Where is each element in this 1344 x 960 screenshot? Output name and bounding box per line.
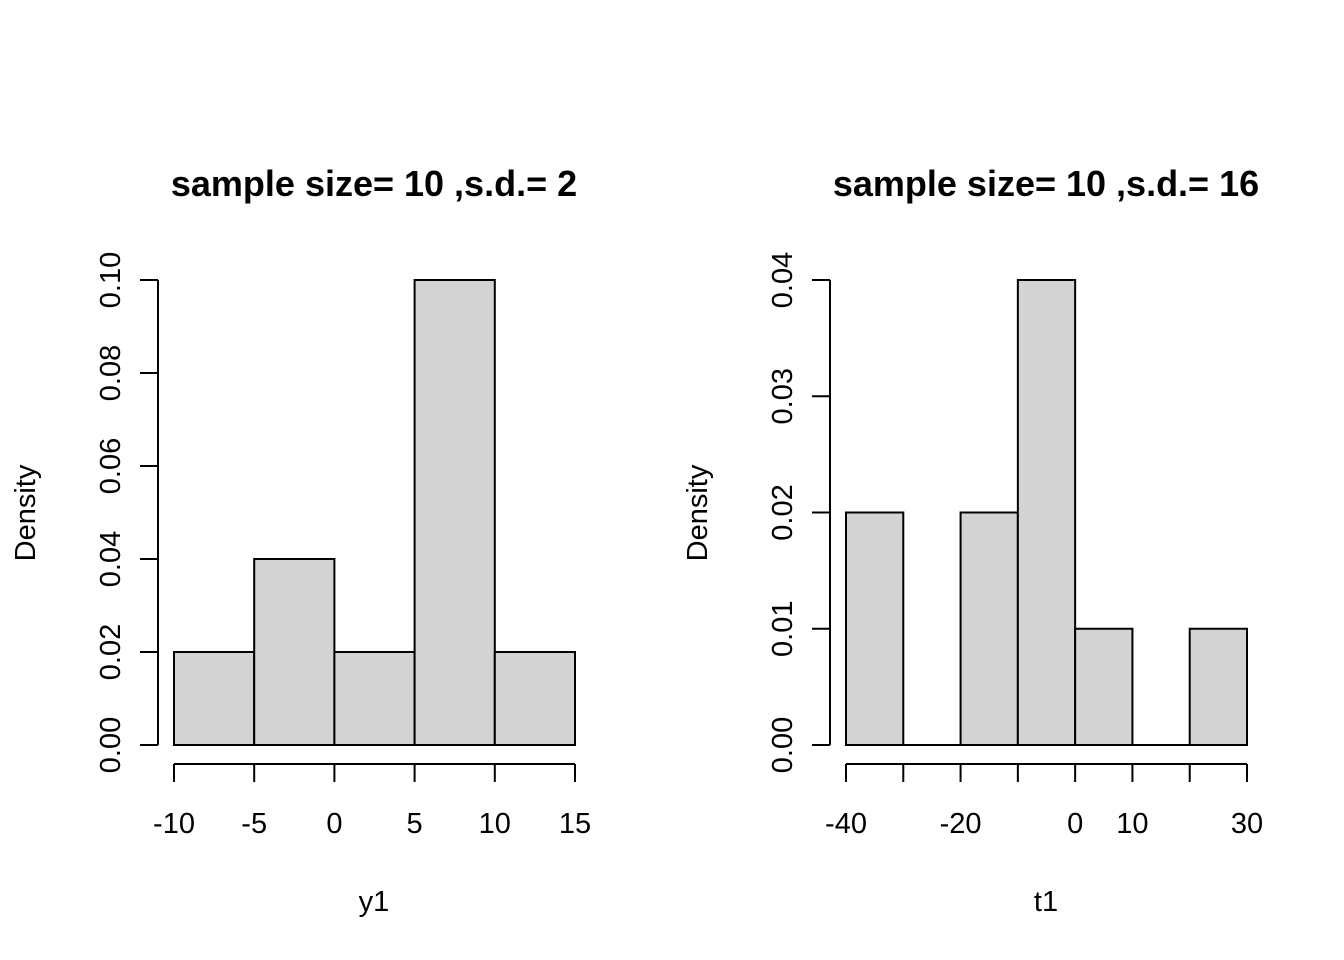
- histogram-bars: [845, 279, 1248, 746]
- y-axis: 0.00 0.01 0.02 0.03 0.04: [767, 252, 831, 773]
- y-tick-label: 0.04: [95, 531, 127, 587]
- y-tick-label: 0.03: [767, 368, 799, 424]
- y-tick-label: 0.04: [767, 252, 799, 308]
- x-axis-label: t1: [1034, 886, 1058, 918]
- x-axis: -10 -5 0 5 10 15: [153, 763, 591, 840]
- histogram-bar: [333, 651, 416, 746]
- x-tick-label: -10: [153, 808, 195, 840]
- x-tick-label: 15: [559, 808, 591, 840]
- y-axis: 0.00 0.02 0.04 0.06 0.08 0.10: [95, 252, 159, 773]
- y-axis-label: Density: [10, 464, 42, 561]
- histogram-bars: [173, 279, 576, 746]
- x-axis-label: y1: [359, 886, 390, 918]
- x-tick-label: -20: [940, 808, 982, 840]
- histogram-bar: [1074, 627, 1134, 746]
- x-tick-label: 10: [479, 808, 511, 840]
- histogram-panel-t1: sample size= 10 ,s.d.= 16 t1 Density -40…: [682, 163, 1263, 918]
- histogram-bar: [413, 279, 496, 746]
- x-tick-label: 0: [326, 808, 342, 840]
- x-tick-label: -40: [825, 808, 867, 840]
- histogram-bar: [959, 511, 1019, 746]
- x-tick-label: -5: [241, 808, 267, 840]
- histogram-bar: [173, 651, 256, 746]
- histogram-bar: [1188, 627, 1248, 746]
- y-tick-label: 0.10: [95, 252, 127, 308]
- panel-title: sample size= 10 ,s.d.= 2: [171, 163, 577, 204]
- y-tick-label: 0.02: [95, 624, 127, 680]
- histogram-bar: [493, 651, 576, 746]
- y-tick-label: 0.00: [95, 717, 127, 773]
- y-tick-label: 0.06: [95, 438, 127, 494]
- x-tick-label: 10: [1116, 808, 1148, 840]
- panel-title: sample size= 10 ,s.d.= 16: [833, 163, 1259, 204]
- x-tick-label: 0: [1067, 808, 1083, 840]
- x-axis: -40 -20 0 10 30: [825, 763, 1263, 840]
- x-tick-label: 5: [407, 808, 423, 840]
- histogram-bar: [845, 511, 905, 746]
- y-tick-label: 0.00: [767, 717, 799, 773]
- x-tick-label: 30: [1231, 808, 1263, 840]
- y-tick-label: 0.01: [767, 601, 799, 657]
- histogram-bar: [253, 558, 336, 746]
- histogram-panel-y1: sample size= 10 ,s.d.= 2 y1 Density -10-…: [10, 163, 591, 918]
- histogram-bar: [1016, 279, 1077, 746]
- y-tick-label: 0.02: [767, 484, 799, 540]
- y-axis-label: Density: [682, 464, 714, 561]
- y-tick-label: 0.08: [95, 345, 127, 401]
